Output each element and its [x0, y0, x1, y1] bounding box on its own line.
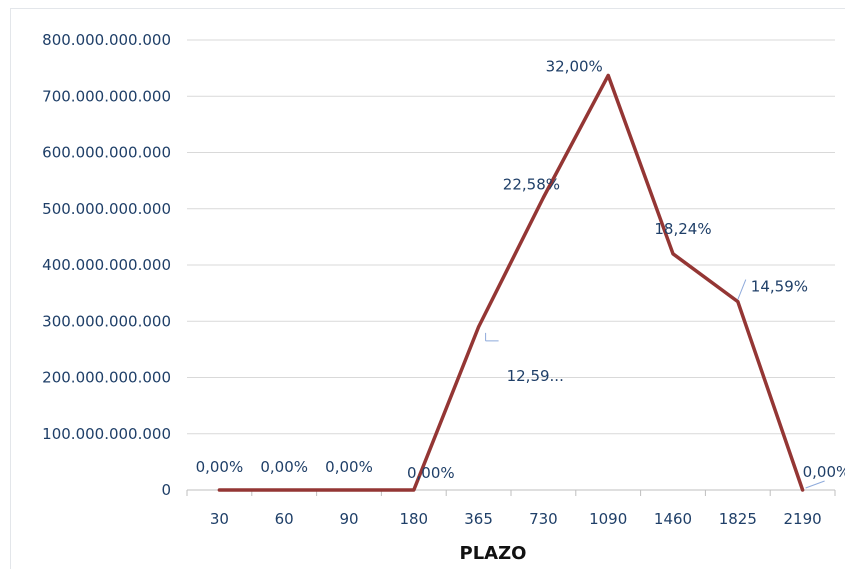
- data-point: [282, 488, 286, 492]
- data-label: 12,59...: [507, 367, 564, 385]
- series-line: [217, 73, 805, 492]
- data-label: 0,00%: [196, 458, 244, 476]
- data-label: 18,24%: [654, 220, 711, 238]
- data-label: 0,00%: [325, 458, 373, 476]
- data-point: [477, 325, 481, 329]
- y-tick-label: 200.000.000.000: [42, 369, 171, 387]
- data-point: [217, 488, 221, 492]
- data-label-leader: [737, 279, 747, 300]
- data-label: 22,58%: [503, 176, 560, 194]
- y-tick-label: 300.000.000.000: [42, 312, 171, 330]
- x-tick-label: 60: [275, 510, 294, 528]
- x-tick-label: 2190: [784, 510, 822, 528]
- data-label: 0,00%: [260, 458, 308, 476]
- data-point: [606, 73, 610, 77]
- y-tick-label: 800.000.000.000: [42, 31, 171, 49]
- y-tick-label: 0: [161, 481, 171, 499]
- data-label: 32,00%: [546, 57, 603, 75]
- chart-frame: [10, 8, 845, 569]
- data-label: 0,00%: [803, 463, 845, 481]
- data-label: 14,59%: [751, 278, 808, 296]
- x-tick-label: 730: [529, 510, 558, 528]
- x-tick-label: 90: [339, 510, 358, 528]
- y-tick-label: 600.000.000.000: [42, 144, 171, 162]
- data-point: [347, 488, 351, 492]
- data-label-leader: [805, 480, 825, 489]
- data-point: [671, 252, 675, 256]
- y-tick-label: 700.000.000.000: [42, 87, 171, 105]
- data-point: [412, 488, 416, 492]
- data-point: [541, 196, 545, 199]
- x-tick-label: 1825: [719, 510, 757, 528]
- data-label: 0,00%: [407, 464, 455, 482]
- x-tick-label: 30: [210, 510, 229, 528]
- x-tick-label: 1460: [654, 510, 692, 528]
- data-point: [736, 300, 740, 304]
- x-tick-label: 365: [464, 510, 493, 528]
- y-tick-label: 100.000.000.000: [42, 425, 171, 443]
- x-tick-label: 1090: [589, 510, 627, 528]
- x-tick-label: 180: [399, 510, 428, 528]
- data-point: [801, 488, 805, 492]
- x-axis-title: PLAZO: [460, 543, 527, 564]
- y-tick-label: 400.000.000.000: [42, 256, 171, 274]
- y-tick-label: 500.000.000.000: [42, 200, 171, 218]
